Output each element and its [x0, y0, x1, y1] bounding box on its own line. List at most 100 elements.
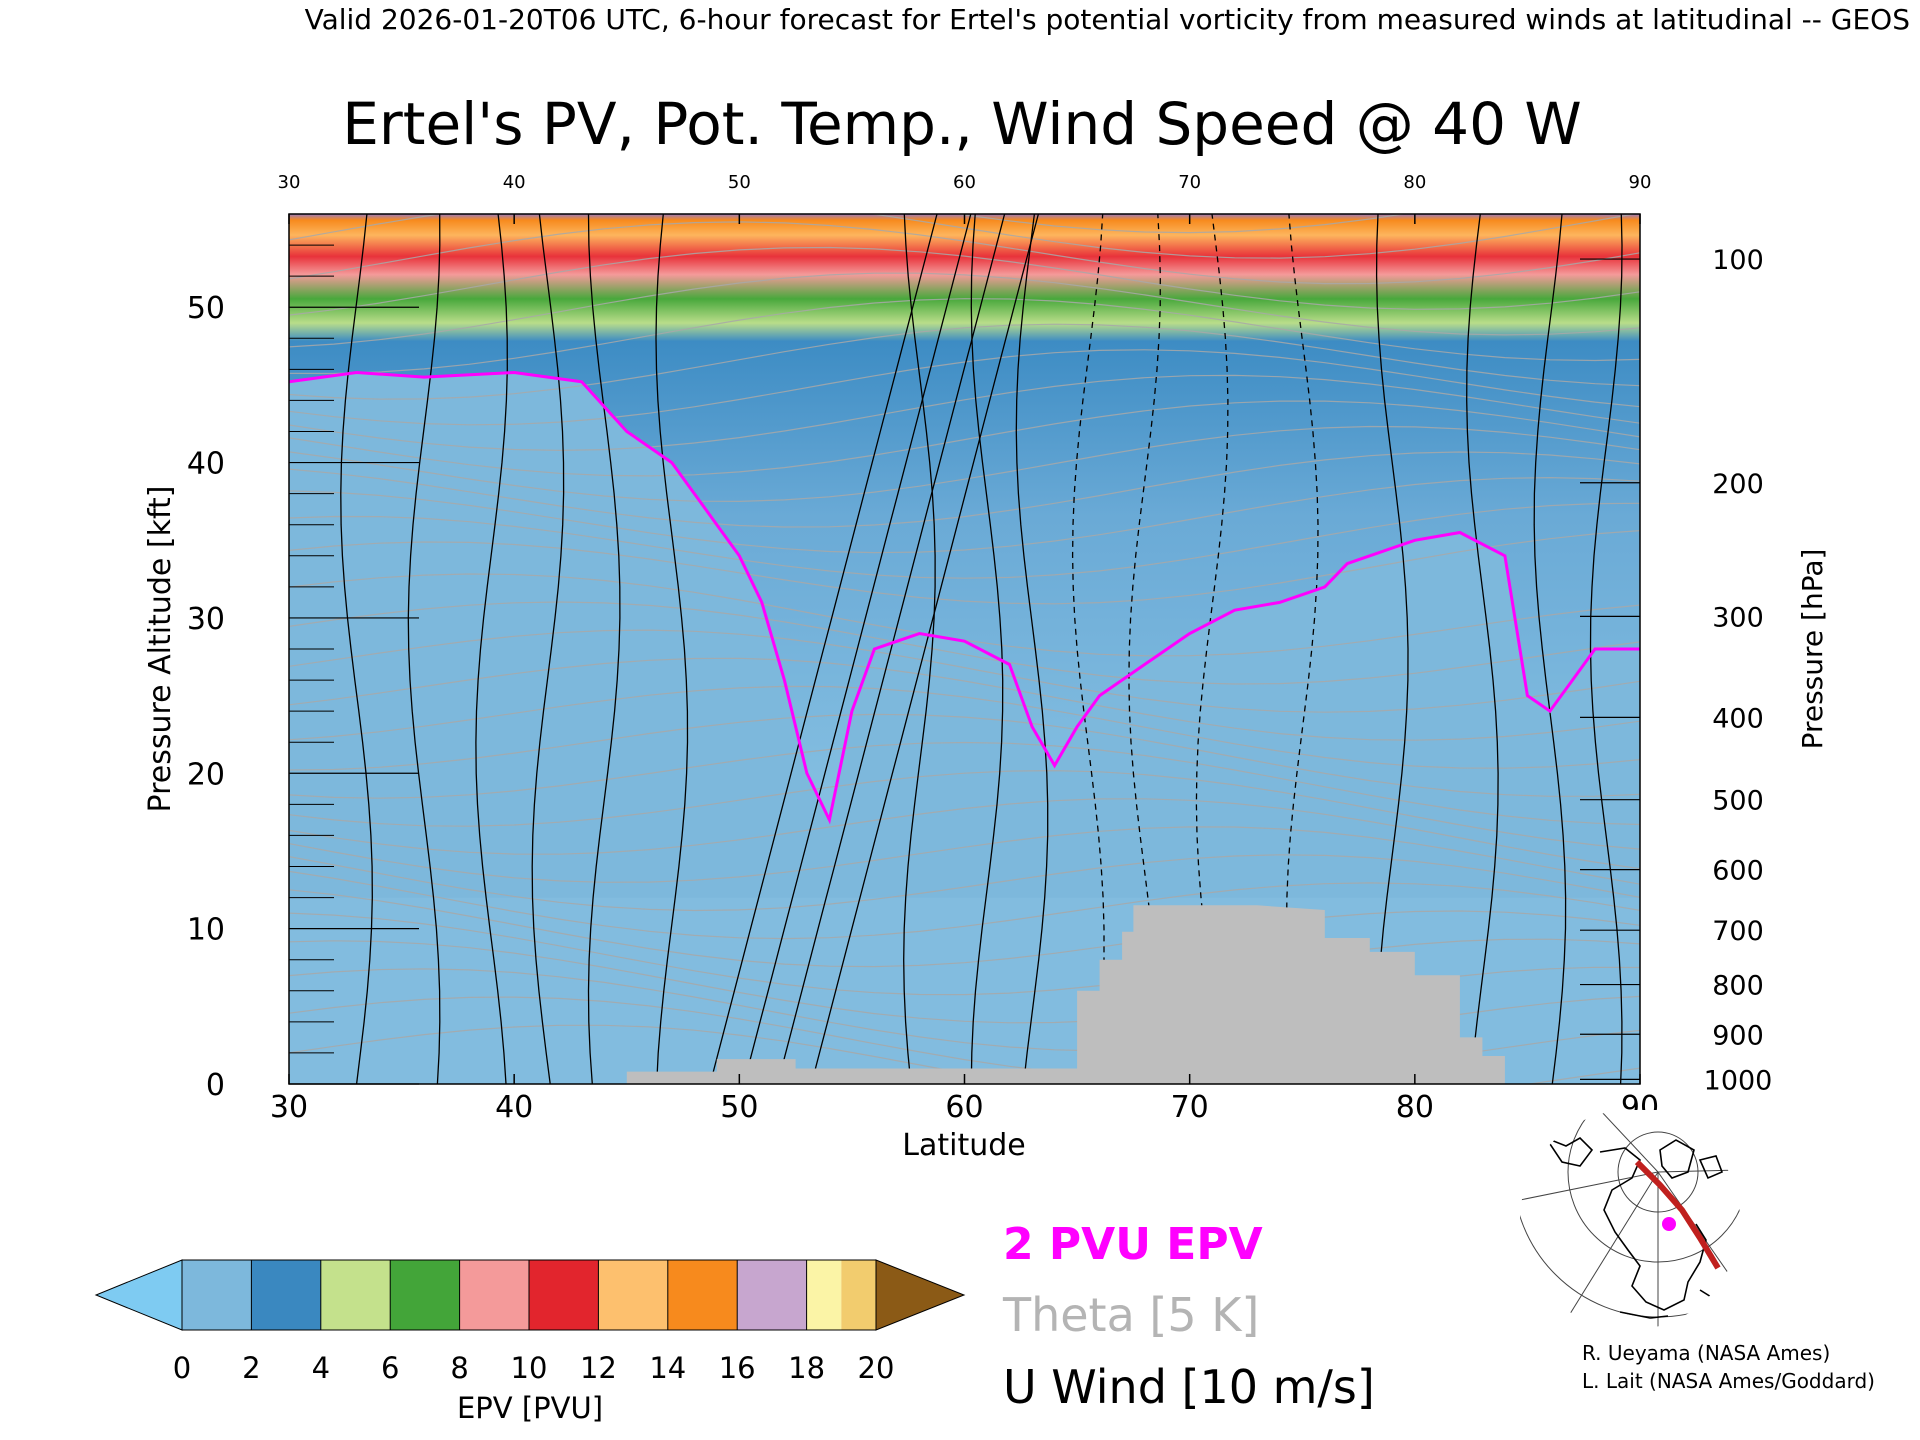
y-right-tick-label: 500	[1712, 786, 1764, 817]
colorbar-tick-label: 12	[580, 1351, 617, 1385]
u-wind-contour	[903, 214, 936, 1084]
legend: 2 PVU EPV Theta [5 K] U Wind [10 m/s]	[1002, 1219, 1375, 1414]
y-left-tick-label: 40	[187, 447, 225, 482]
theta-contour	[289, 629, 1640, 713]
u-wind-contour	[475, 214, 508, 1084]
u-wind-contour	[1466, 214, 1499, 1084]
y-axis-left-label: Pressure Altitude [kft]	[143, 486, 178, 813]
y-right-tick-label: 300	[1712, 602, 1764, 633]
colorbar-bin	[529, 1260, 599, 1330]
x-top-tick-label: 50	[728, 172, 751, 193]
y-left-tick-label: 30	[187, 602, 225, 637]
theta-contour	[289, 798, 1640, 870]
x-top-tick-label: 70	[1178, 172, 1201, 193]
u-wind-contour	[970, 214, 1004, 1084]
theta-contour	[289, 425, 1640, 503]
colorbar-tick-label: 2	[242, 1351, 260, 1385]
y-axis-right: 100 200 300 400 500 600 700 800 900 1000	[1580, 245, 1772, 1096]
theta-contour	[289, 685, 1640, 769]
x-top-tick-label: 80	[1403, 172, 1426, 193]
colorbar-over-triangle	[875, 1259, 966, 1331]
terrain-mask	[626, 905, 1505, 1084]
x-axis-label: Latitude	[902, 1128, 1025, 1163]
credit-line-2: L. Lait (NASA Ames/Goddard)	[1582, 1369, 1875, 1393]
theta-contour	[289, 713, 1640, 797]
inset-map	[1520, 1110, 1740, 1330]
epv-colorbar: 0 2 4 6 8 10 12 14 16 18 20	[94, 1259, 966, 1385]
theta-contour	[289, 870, 1640, 940]
colorbar-bin	[841, 1260, 876, 1330]
x-top-tick-label: 40	[503, 172, 526, 193]
legend-theta: Theta [5 K]	[1002, 1288, 1259, 1342]
theta-contour	[289, 530, 1640, 605]
theta-contour	[289, 912, 1640, 996]
y-left-tick-label: 20	[187, 757, 225, 792]
chart-title: Ertel's PV, Pot. Temp., Wind Speed @ 40 …	[342, 90, 1582, 158]
x-top-tick-label: 60	[953, 172, 976, 193]
y-axis-right-label: Pressure [hPa]	[1796, 549, 1829, 750]
x-tick-label: 80	[1396, 1090, 1434, 1125]
y-left-tick-label: 0	[206, 1068, 225, 1103]
colorbar-bin	[459, 1260, 529, 1330]
valid-time-header: Valid 2026-01-20T06 UTC, 6-hour forecast…	[305, 3, 1910, 36]
colorbar-bin	[667, 1260, 738, 1330]
theta-contour	[289, 826, 1640, 885]
colorbar-tick-label: 8	[450, 1351, 468, 1385]
legend-pv-line: 2 PVU EPV	[1003, 1219, 1263, 1270]
colorbar-bin	[390, 1260, 460, 1330]
y-left-tick-label: 50	[187, 291, 225, 326]
theta-contour	[289, 221, 1640, 285]
section-track	[1634, 1159, 1721, 1270]
u-wind-contour	[1589, 214, 1623, 1084]
u-wind-contour	[1071, 214, 1105, 1084]
colorbar-bin	[806, 1260, 842, 1330]
u-wind-contour	[587, 214, 621, 1084]
two-pvu-contour	[289, 370, 1640, 825]
y-right-tick-label: 700	[1712, 916, 1764, 947]
u-wind-contour	[1375, 214, 1409, 1084]
x-top-tick-label: 90	[1629, 172, 1652, 193]
u-wind-contour	[709, 214, 938, 1084]
colorbar-bin	[737, 1260, 807, 1330]
x-top-tick-label: 30	[278, 172, 301, 193]
u-wind-contour	[531, 214, 565, 1084]
y-left-tick-label: 10	[187, 913, 225, 948]
theta-contour	[289, 854, 1640, 912]
theta-contour	[289, 451, 1640, 528]
y-right-tick-label: 900	[1712, 1020, 1764, 1051]
location-marker	[1662, 1217, 1676, 1231]
y-right-tick-label: 600	[1712, 856, 1764, 887]
theta-contour	[289, 349, 1640, 426]
y-right-tick-label: 1000	[1704, 1065, 1773, 1096]
colorbar-bin	[182, 1260, 252, 1330]
u-wind-contour	[743, 214, 972, 1084]
colorbar-bin	[320, 1260, 391, 1330]
theta-contour	[289, 601, 1640, 685]
colorbar-tick-label: 4	[312, 1351, 330, 1385]
x-tick-label: 30	[270, 1090, 308, 1125]
colorbar-tick-label: 18	[788, 1351, 825, 1385]
theta-contour	[289, 214, 1638, 259]
colorbar-tick-label: 20	[858, 1351, 895, 1385]
theta-contour	[289, 298, 1640, 375]
x-tick-label: 50	[720, 1090, 758, 1125]
theta-contour	[289, 889, 1640, 968]
x-tick-label: 40	[495, 1090, 533, 1125]
colorbar-tick-label: 14	[649, 1351, 686, 1385]
theta-contour	[289, 323, 1640, 400]
u-wind-contour	[340, 214, 373, 1084]
y-right-tick-label: 100	[1712, 245, 1764, 276]
colorbar-under-triangle	[94, 1259, 183, 1331]
u-wind-contour	[655, 214, 689, 1084]
theta-contour	[289, 374, 1640, 452]
x-axis-bottom: 30 40 50 60 70 80 90	[270, 1074, 1659, 1125]
theta-contour	[289, 476, 1640, 554]
colorbar-tick-label: 6	[381, 1351, 399, 1385]
y-right-tick-label: 200	[1712, 469, 1764, 500]
colorbar-tick-label: 0	[173, 1351, 191, 1385]
theta-contour	[289, 246, 1640, 316]
u-wind-contour	[407, 214, 441, 1084]
legend-u-wind: U Wind [10 m/s]	[1003, 1360, 1375, 1414]
colorbar-bin	[598, 1260, 668, 1330]
